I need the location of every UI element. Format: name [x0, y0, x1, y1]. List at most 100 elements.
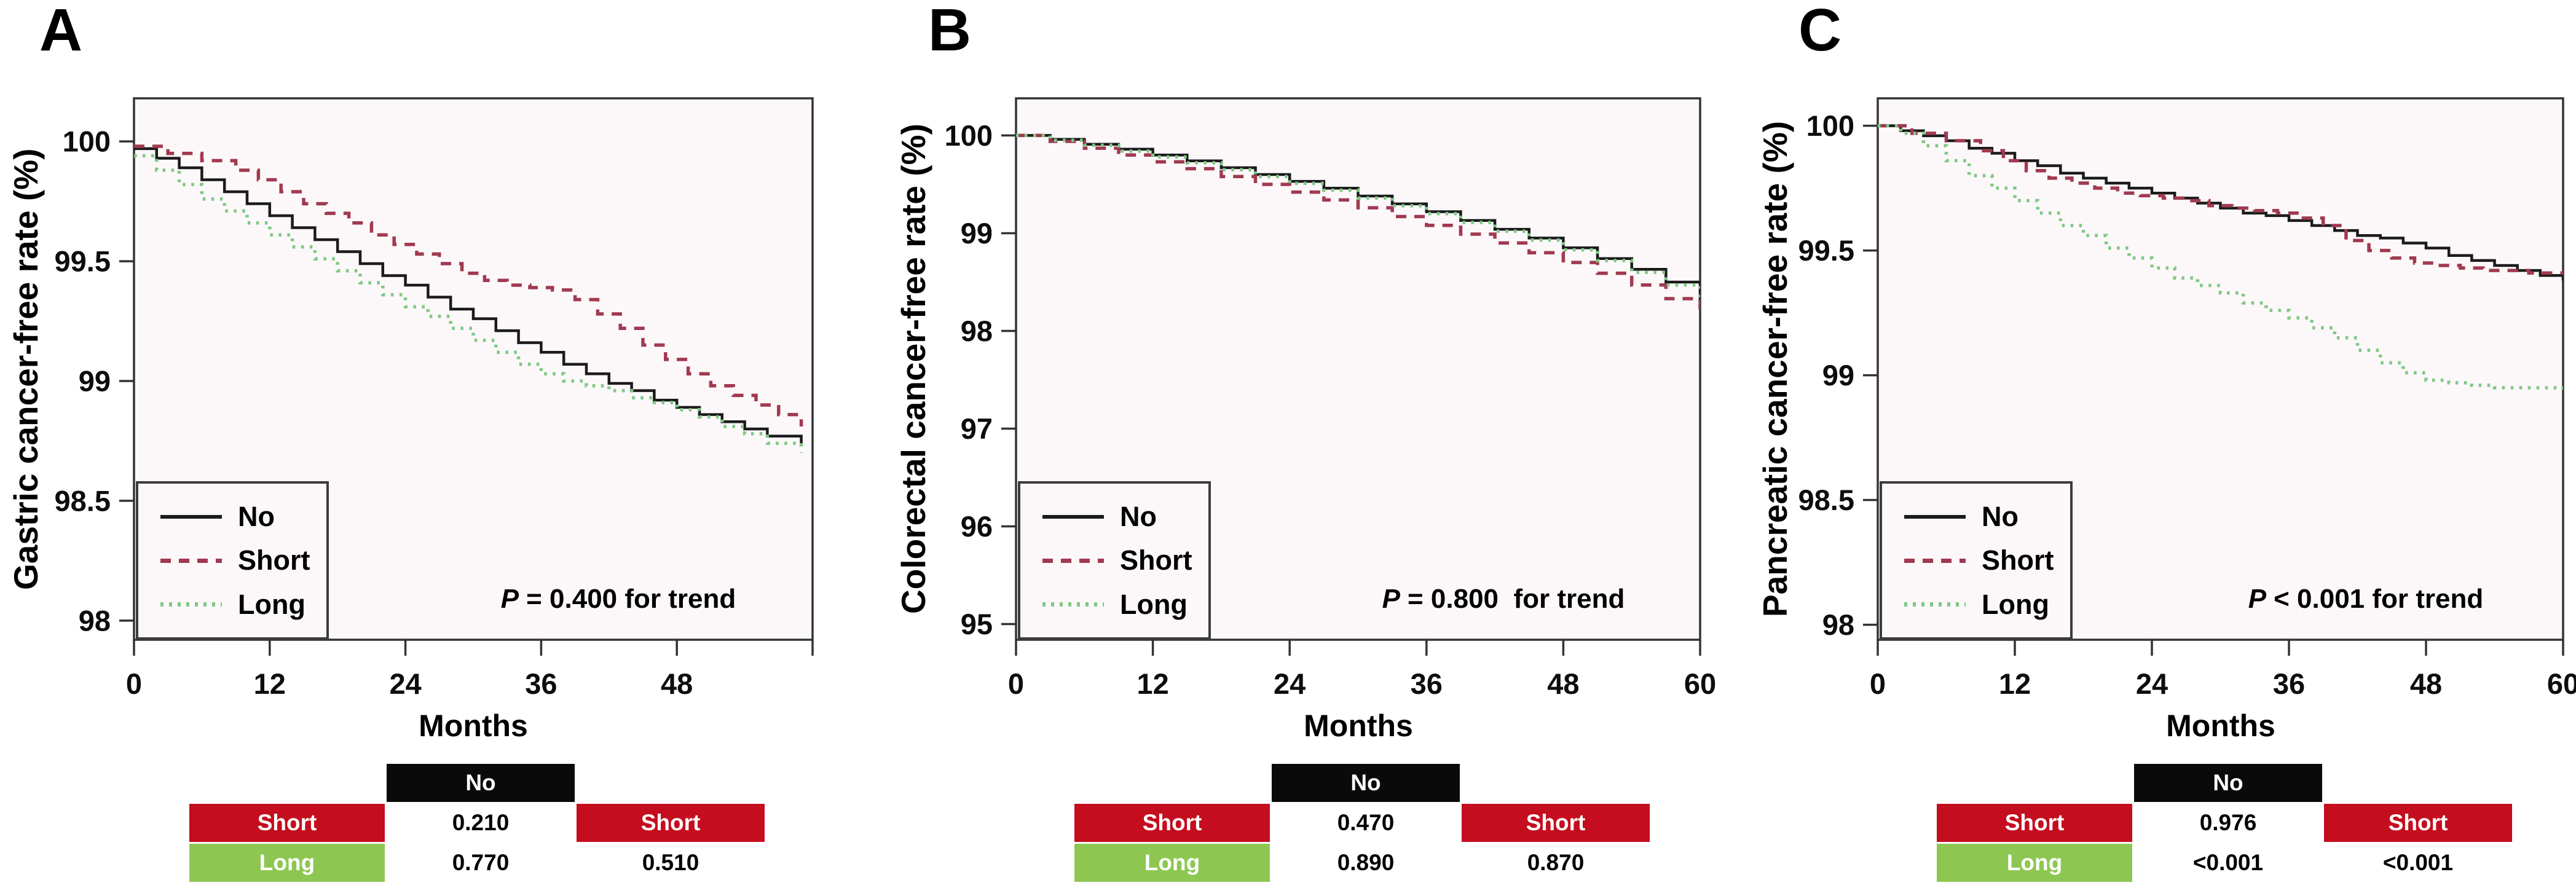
- x-tick-label: 12: [1136, 667, 1168, 700]
- legend-label: No: [1120, 500, 1157, 532]
- x-axis-title: Months: [1304, 709, 1413, 743]
- table-label-long: Long: [189, 844, 385, 882]
- legend-item-short: Short: [1020, 544, 1208, 576]
- p-symbol: P: [500, 584, 519, 614]
- km-curve-long: [1016, 133, 1700, 304]
- dashed-line-icon: [1042, 558, 1104, 563]
- panel-letter: B: [928, 0, 972, 63]
- legend-label: No: [1982, 500, 2019, 532]
- y-axis-title: Pancreatic cancer-free rate (%): [1756, 120, 1794, 618]
- panel-colorectal: B Colorectal cancer-free rate (%) No Sho…: [861, 0, 1721, 896]
- legend-item-no: No: [1882, 501, 2070, 533]
- km-curve-short: [134, 144, 803, 427]
- legend-item-short: Short: [138, 544, 326, 576]
- legend-label: No: [238, 500, 275, 532]
- p-value-long-vs-no: 0.890: [1337, 850, 1395, 875]
- y-tick-label: 98: [961, 315, 993, 347]
- y-tick-label: 98: [79, 604, 111, 637]
- x-tick-label: 24: [389, 667, 421, 700]
- y-tick-label: 96: [961, 510, 993, 543]
- solid-line-icon: [160, 514, 222, 519]
- x-tick-label: 60: [1684, 667, 1716, 700]
- legend-item-short: Short: [1882, 544, 2070, 576]
- x-tick-label: 12: [254, 667, 286, 700]
- legend-item-long: Long: [1882, 589, 2070, 621]
- table-empty-cell: [1462, 764, 1650, 802]
- pairwise-p-table: No Short 0.976 Short Long <0.001 <0.001: [1937, 764, 2512, 882]
- x-tick-label: 48: [2410, 667, 2442, 700]
- panel-pancreatic: C Pancreatic cancer-free rate (%) No Sho…: [1721, 0, 2576, 896]
- x-tick-label: 24: [2136, 667, 2168, 700]
- x-tick-label: 48: [661, 667, 693, 700]
- p-value-short-vs-no: 0.976: [2199, 810, 2257, 835]
- p-trend-text: P = 0.400 for trend: [501, 584, 736, 615]
- y-tick-label: 95: [961, 608, 993, 640]
- pairwise-p-table: No Short 0.470 Short Long 0.890 0.870: [1074, 764, 1650, 882]
- y-tick-label: 99.5: [55, 245, 111, 278]
- table-header-no: No: [1272, 764, 1460, 802]
- km-curve-no: [1878, 124, 2563, 281]
- dotted-line-icon: [1042, 602, 1104, 607]
- y-tick-label: 98.5: [55, 484, 111, 517]
- p-trend-value: < 0.001 for trend: [2274, 584, 2484, 614]
- table-label-long: Long: [1074, 844, 1270, 882]
- p-symbol: P: [2248, 584, 2267, 614]
- p-value-short-vs-no: 0.470: [1337, 810, 1395, 835]
- y-tick-label: 98.5: [1798, 484, 1854, 516]
- x-tick-label: 36: [2273, 667, 2305, 700]
- x-axis-title: Months: [2166, 709, 2275, 743]
- table-empty-cell: [1074, 764, 1270, 802]
- x-tick-label: 48: [1547, 667, 1579, 700]
- table-label-short: Short: [1462, 804, 1650, 842]
- x-tick-label: 36: [1411, 667, 1443, 700]
- solid-line-icon: [1042, 514, 1104, 519]
- y-tick-label: 100: [63, 125, 111, 158]
- x-tick-label: 0: [1008, 667, 1024, 700]
- table-label-short: Short: [1937, 804, 2132, 842]
- p-value-long-vs-short: 0.510: [642, 850, 699, 875]
- table-label-short: Short: [189, 804, 385, 842]
- legend-item-no: No: [1020, 501, 1208, 533]
- dotted-line-icon: [1904, 602, 1966, 607]
- x-tick-label: 24: [1274, 667, 1306, 700]
- x-tick-label: 36: [525, 667, 557, 700]
- legend-label: Short: [1120, 544, 1192, 576]
- solid-line-icon: [1904, 514, 1966, 519]
- legend-label: Long: [238, 588, 305, 620]
- panel-letter: A: [39, 0, 83, 63]
- table-header-no: No: [387, 764, 575, 802]
- table-label-short: Short: [577, 804, 765, 842]
- x-axis-title: Months: [419, 709, 528, 743]
- km-curve-short: [1878, 124, 2563, 275]
- y-tick-label: 99.5: [1798, 234, 1854, 267]
- p-trend-value: = 0.400 for trend: [526, 584, 736, 614]
- p-value-long-vs-short: <0.001: [2382, 850, 2454, 875]
- legend-item-no: No: [138, 501, 326, 533]
- x-tick-label: 60: [2547, 667, 2576, 700]
- dotted-line-icon: [160, 602, 222, 607]
- legend: No Short Long: [136, 481, 329, 640]
- y-tick-label: 99: [79, 364, 111, 397]
- panel-letter: C: [1798, 0, 1842, 63]
- p-trend-text: P < 0.001 for trend: [2248, 584, 2484, 615]
- table-label-short: Short: [1074, 804, 1270, 842]
- legend-label: Long: [1982, 588, 2049, 620]
- km-curve-long: [1878, 124, 2563, 391]
- table-header-no: No: [2134, 764, 2322, 802]
- x-tick-label: 0: [1870, 667, 1886, 700]
- y-tick-label: 100: [945, 119, 993, 152]
- y-tick-label: 98: [1822, 608, 1854, 641]
- panel-gastric: A Gastric cancer-free rate (%) No Short …: [0, 0, 861, 896]
- y-tick-label: 100: [1806, 109, 1854, 142]
- km-curve-short: [1016, 133, 1700, 316]
- y-axis-title: Gastric cancer-free rate (%): [7, 148, 45, 590]
- x-tick-label: 0: [126, 667, 142, 700]
- table-empty-cell: [2324, 764, 2512, 802]
- table-empty-cell: [577, 764, 765, 802]
- pairwise-p-table: No Short 0.210 Short Long 0.770 0.510: [189, 764, 765, 882]
- km-curve-no: [134, 147, 803, 444]
- legend: No Short Long: [1880, 481, 2073, 640]
- p-value-long-vs-no: 0.770: [452, 850, 510, 875]
- legend-item-long: Long: [138, 589, 326, 621]
